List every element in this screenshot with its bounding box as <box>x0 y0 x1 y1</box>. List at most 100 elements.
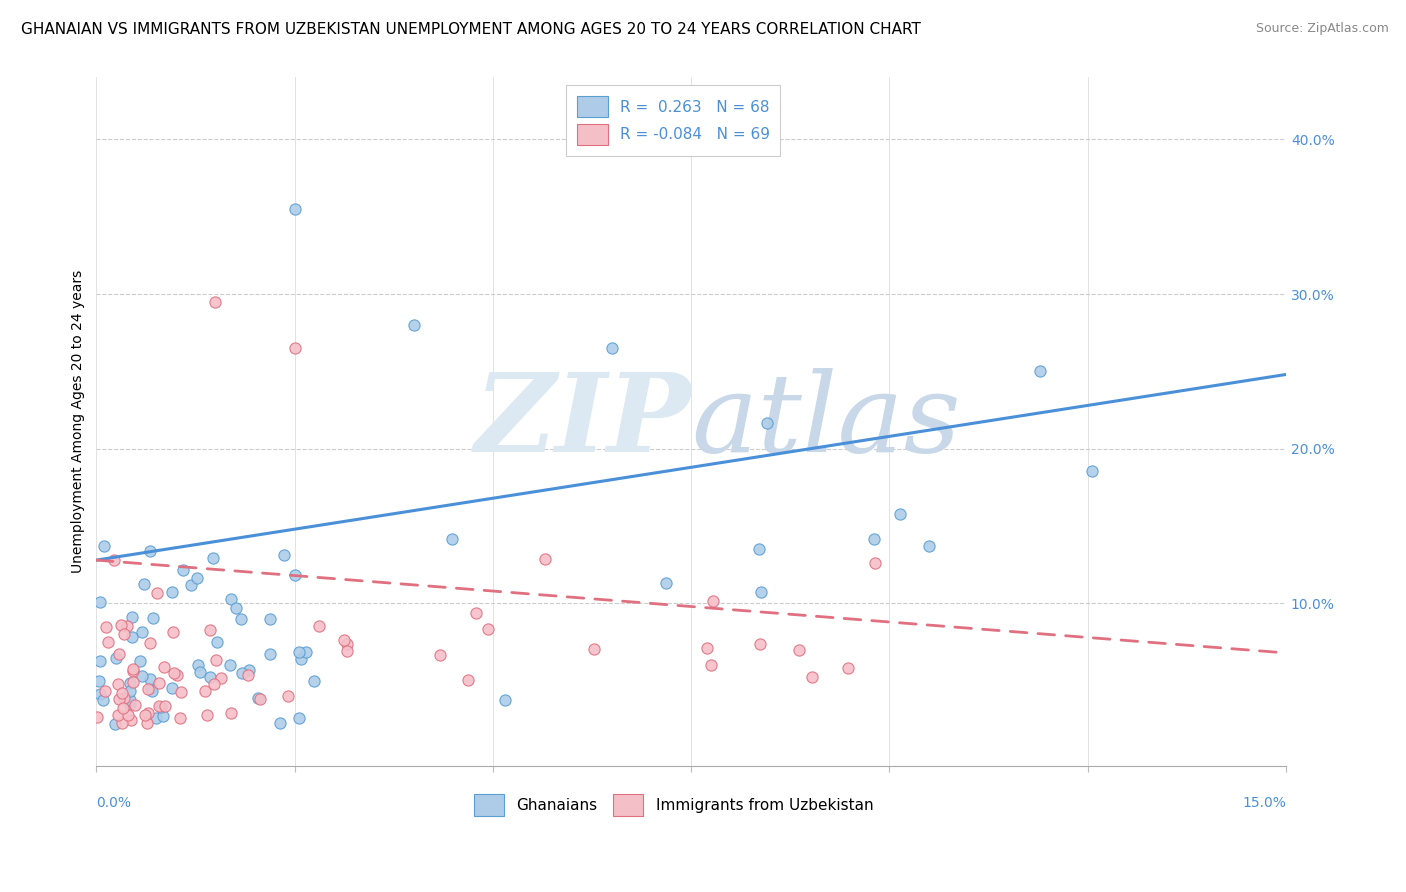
Point <box>105 651 128 665</box>
Point <box>259 612 281 626</box>
Point <box>202 677 225 691</box>
Point <box>402 318 425 332</box>
Point <box>800 670 823 684</box>
Point <box>139 672 162 686</box>
Point <box>889 508 911 522</box>
Point <box>696 640 718 655</box>
Point <box>96 620 118 634</box>
Point <box>89 654 111 668</box>
Point <box>104 717 127 731</box>
Point <box>111 701 134 715</box>
Point <box>120 693 142 707</box>
Point <box>120 698 142 712</box>
Point <box>112 627 135 641</box>
Point <box>112 691 135 706</box>
Point <box>582 641 605 656</box>
Point <box>534 552 557 566</box>
Point <box>755 417 778 431</box>
Point <box>273 549 295 563</box>
Point <box>748 541 770 556</box>
Point <box>122 675 145 690</box>
Point <box>1081 464 1104 478</box>
Point <box>333 633 356 648</box>
Point <box>148 676 170 690</box>
Point <box>89 673 111 688</box>
Point <box>93 539 115 553</box>
Point <box>194 683 217 698</box>
Point <box>103 553 125 567</box>
Point <box>1029 364 1052 378</box>
Point <box>464 606 486 620</box>
Point <box>219 591 242 606</box>
Point <box>107 647 129 661</box>
Point <box>152 659 174 673</box>
Point <box>122 664 145 678</box>
Point <box>477 622 499 636</box>
Point <box>186 657 208 672</box>
Point <box>249 691 271 706</box>
Point <box>89 687 111 701</box>
Point <box>111 686 134 700</box>
Legend: Ghanaians, Immigrants from Uzbekistan: Ghanaians, Immigrants from Uzbekistan <box>465 787 880 823</box>
Point <box>494 692 516 706</box>
Point <box>129 654 152 668</box>
Point <box>238 663 260 677</box>
Point <box>209 671 232 685</box>
Point <box>918 539 941 553</box>
Point <box>204 653 226 667</box>
Point <box>787 642 810 657</box>
Point <box>277 689 299 703</box>
Y-axis label: Unemployment Among Ages 20 to 24 years: Unemployment Among Ages 20 to 24 years <box>72 270 86 574</box>
Point <box>163 666 186 681</box>
Text: ZIP: ZIP <box>475 368 692 475</box>
Point <box>162 585 184 599</box>
Point <box>111 715 134 730</box>
Point <box>169 710 191 724</box>
Point <box>702 593 724 607</box>
Point <box>172 563 194 577</box>
Point <box>188 665 211 680</box>
Point <box>259 647 281 661</box>
Text: 15.0%: 15.0% <box>1241 797 1286 811</box>
Point <box>134 708 156 723</box>
Point <box>153 699 176 714</box>
Point <box>141 683 163 698</box>
Point <box>865 556 887 570</box>
Point <box>336 637 359 651</box>
Point <box>118 675 141 690</box>
Point <box>145 586 167 600</box>
Point <box>115 619 138 633</box>
Point <box>162 624 184 639</box>
Point <box>145 711 167 725</box>
Point <box>429 648 451 662</box>
Point <box>107 677 129 691</box>
Point <box>93 684 115 698</box>
Point <box>600 341 623 355</box>
Text: 0.0%: 0.0% <box>97 797 131 811</box>
Point <box>748 637 770 651</box>
Point <box>108 692 131 706</box>
Point <box>236 668 259 682</box>
Point <box>121 610 143 624</box>
Point <box>837 661 859 675</box>
Point <box>170 685 193 699</box>
Point <box>288 644 311 658</box>
Point <box>89 595 111 609</box>
Point <box>295 645 318 659</box>
Text: Source: ZipAtlas.com: Source: ZipAtlas.com <box>1256 22 1389 36</box>
Point <box>284 202 307 216</box>
Point <box>142 610 165 624</box>
Point <box>863 532 886 546</box>
Point <box>117 708 139 723</box>
Point <box>110 618 132 632</box>
Point <box>131 624 153 639</box>
Point <box>139 681 162 695</box>
Point <box>134 577 156 591</box>
Point <box>124 698 146 712</box>
Point <box>180 578 202 592</box>
Point <box>308 619 330 633</box>
Point <box>135 715 157 730</box>
Point <box>219 658 242 673</box>
Point <box>138 706 160 720</box>
Point <box>139 544 162 558</box>
